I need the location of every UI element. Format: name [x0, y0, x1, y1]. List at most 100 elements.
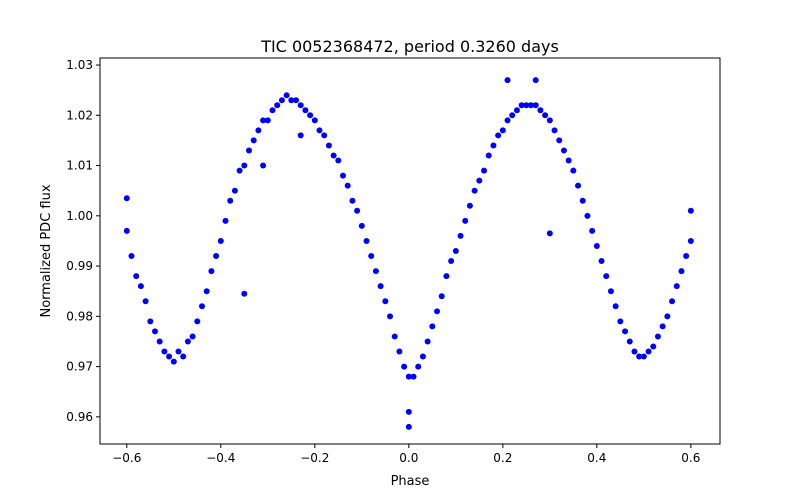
x-tick-label: 0.0	[399, 451, 418, 465]
data-point	[241, 162, 248, 169]
x-axis-ticks: −0.6 −0.4 −0.2 0.0 0.2 0.4 0.6	[112, 444, 700, 465]
data-point	[650, 343, 657, 350]
data-point	[593, 242, 600, 249]
data-point	[213, 253, 220, 260]
data-point	[499, 127, 506, 134]
data-point	[612, 303, 619, 310]
x-tick-label: −0.6	[112, 451, 141, 465]
plot-frame	[99, 57, 721, 445]
data-point	[335, 157, 342, 164]
data-point	[546, 230, 553, 237]
data-point	[401, 363, 408, 370]
data-point	[654, 333, 661, 340]
x-axis-label: Phase	[391, 474, 430, 489]
data-point	[560, 147, 567, 154]
data-point	[363, 237, 370, 244]
data-point	[391, 333, 398, 340]
data-point	[133, 273, 140, 280]
data-point	[457, 232, 464, 239]
data-point	[471, 187, 478, 194]
data-point	[372, 268, 379, 275]
data-point	[142, 298, 149, 305]
data-point	[382, 298, 389, 305]
data-point	[626, 338, 633, 345]
data-point	[438, 293, 445, 300]
data-point	[293, 97, 300, 104]
data-point	[302, 107, 309, 114]
data-point	[354, 207, 361, 214]
data-point	[434, 308, 441, 315]
y-tick-label: 1.01	[66, 159, 93, 173]
data-point	[194, 318, 201, 325]
data-point	[405, 408, 412, 415]
data-point	[518, 102, 525, 109]
data-point	[631, 348, 638, 355]
y-tick-label: 1.03	[66, 58, 93, 72]
data-point	[405, 423, 412, 430]
data-point	[659, 323, 666, 330]
data-point	[617, 318, 624, 325]
data-point	[283, 92, 290, 99]
data-point	[589, 227, 596, 234]
data-point	[156, 338, 163, 345]
data-point	[231, 187, 238, 194]
data-point	[424, 338, 431, 345]
data-point	[321, 132, 328, 139]
data-point	[504, 117, 511, 124]
x-tick-label: 0.2	[493, 451, 512, 465]
data-point	[222, 217, 229, 224]
data-point	[311, 117, 318, 124]
data-point	[640, 353, 647, 360]
data-point	[405, 373, 412, 380]
data-point	[340, 172, 347, 179]
data-point	[546, 117, 553, 124]
data-point	[250, 137, 257, 144]
data-point	[377, 283, 384, 290]
data-point	[170, 358, 177, 365]
data-point	[551, 127, 558, 134]
y-axis-ticks: 0.96 0.97 0.98 0.99 1.00 1.01 1.02 1.03	[66, 58, 100, 424]
data-point	[452, 248, 459, 254]
data-point	[466, 202, 473, 209]
data-point	[636, 353, 643, 360]
data-point	[495, 132, 502, 139]
data-point	[462, 217, 469, 224]
data-point	[260, 117, 267, 124]
data-point	[504, 77, 511, 84]
data-point	[151, 328, 158, 335]
data-point	[476, 177, 483, 184]
x-tick-label: −0.2	[300, 451, 329, 465]
data-point	[687, 237, 694, 244]
chart-title: TIC 0052368472, period 0.3260 days	[260, 37, 559, 56]
y-tick-label: 0.98	[66, 309, 93, 323]
data-point	[448, 258, 455, 265]
data-point	[260, 162, 267, 169]
data-point	[584, 212, 591, 219]
data-point	[575, 182, 582, 189]
data-point	[217, 237, 224, 244]
data-point	[429, 323, 436, 330]
data-point	[523, 102, 530, 109]
x-tick-label: 0.6	[681, 451, 700, 465]
data-point	[199, 303, 206, 310]
data-point	[603, 273, 610, 280]
data-point	[137, 283, 144, 290]
data-point	[579, 197, 586, 204]
data-point	[189, 333, 196, 340]
data-point	[481, 167, 488, 174]
data-point	[537, 107, 544, 114]
y-axis-label: Normalized PDC flux	[39, 184, 54, 317]
data-point	[678, 268, 685, 275]
data-point	[565, 157, 572, 164]
data-point	[166, 353, 173, 360]
data-point	[669, 298, 676, 305]
data-point	[415, 363, 422, 370]
data-point	[622, 328, 629, 335]
data-point	[208, 268, 215, 275]
x-tick-label: −0.4	[206, 451, 235, 465]
data-point	[349, 197, 356, 204]
data-point	[513, 107, 520, 114]
data-point	[246, 147, 253, 154]
data-point	[128, 253, 135, 260]
